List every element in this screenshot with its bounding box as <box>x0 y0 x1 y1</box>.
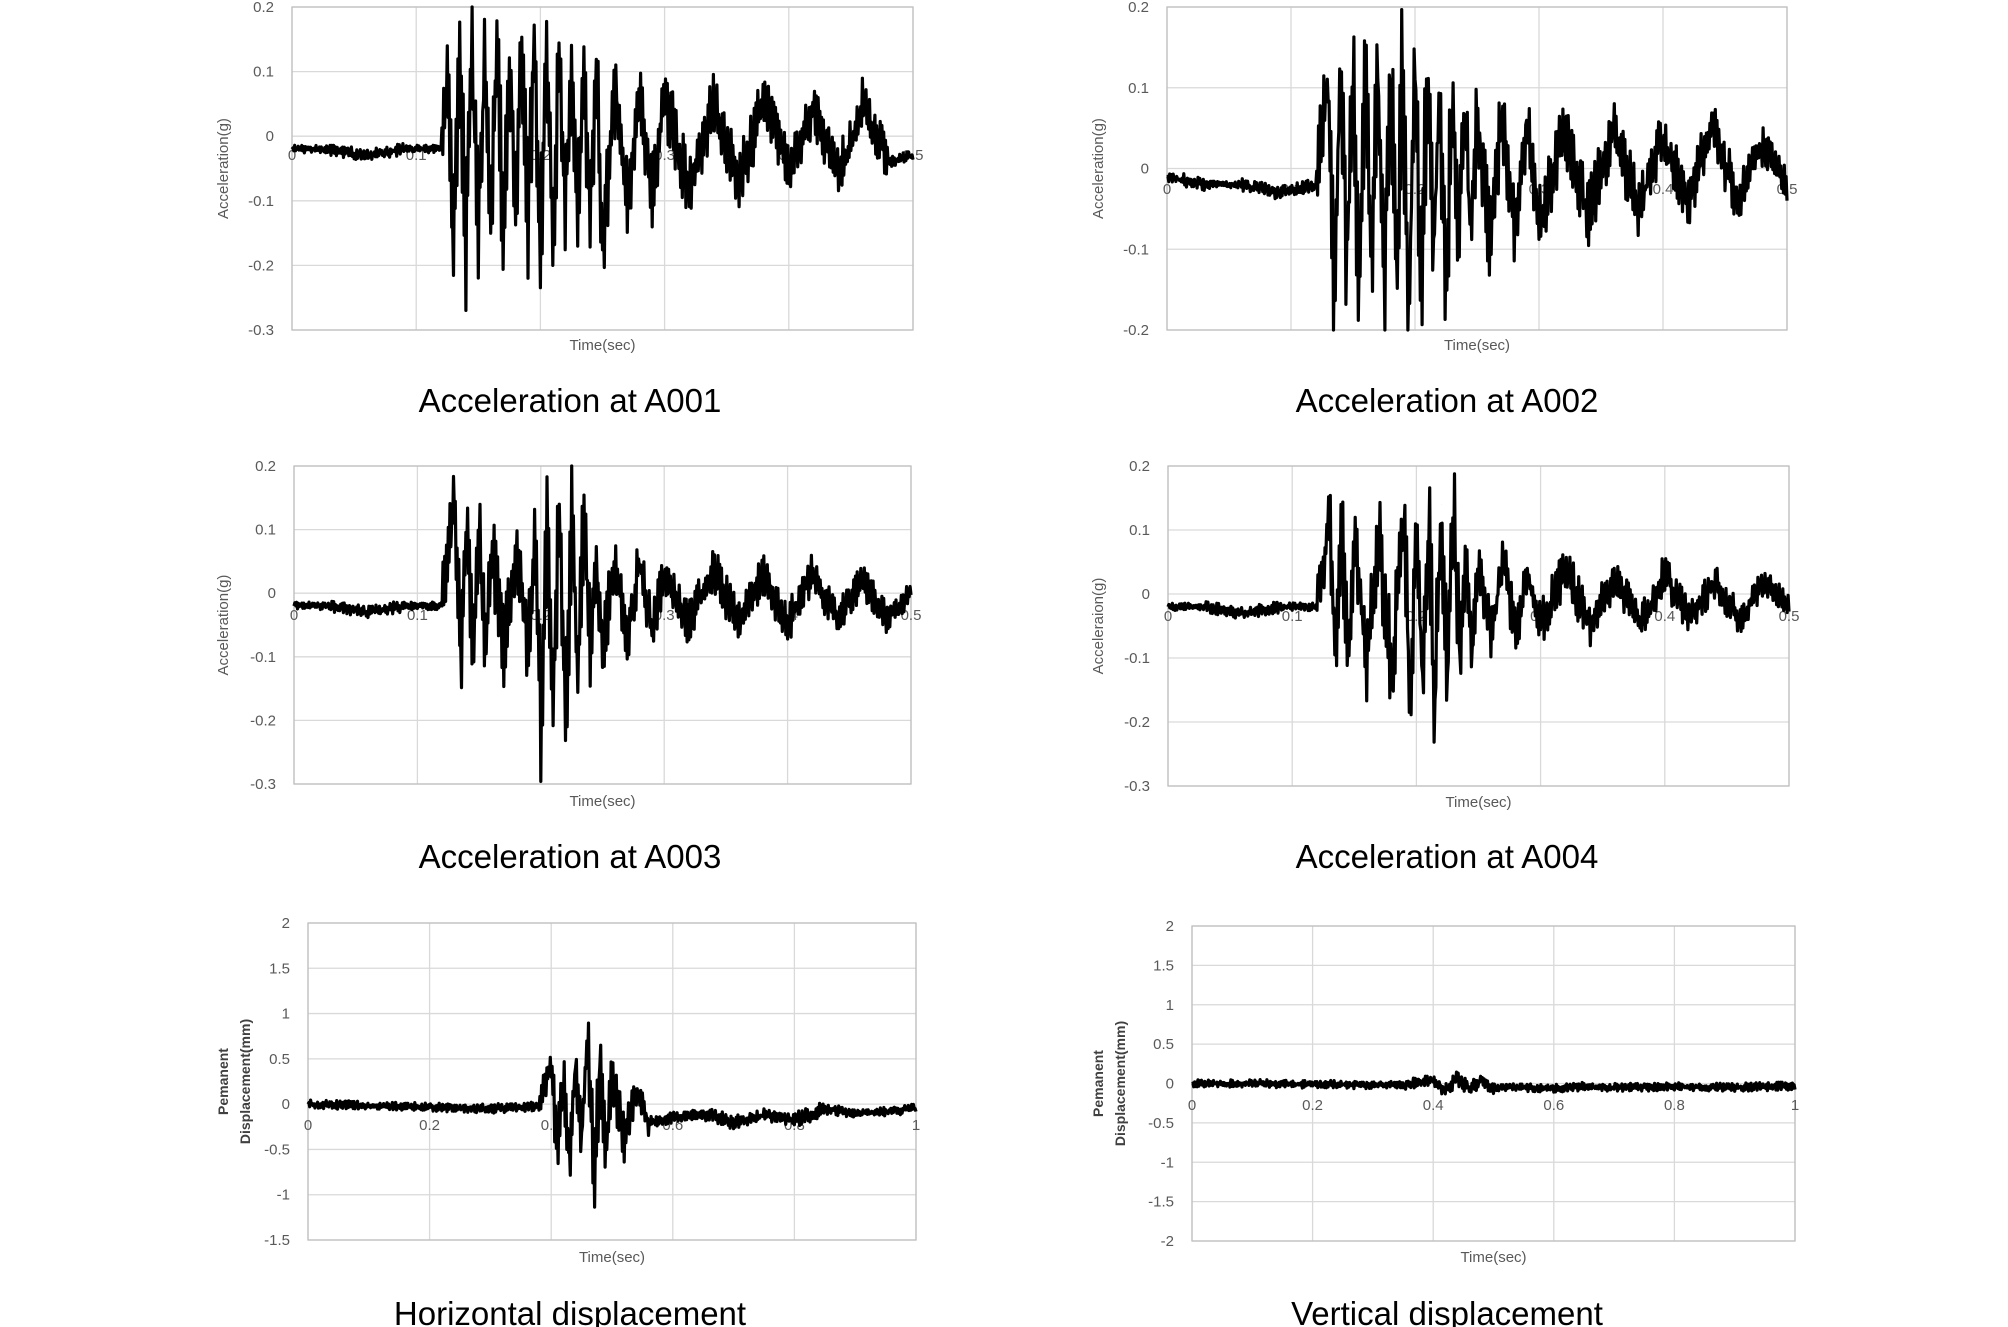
x-axis-title: Time(sec) <box>569 793 635 810</box>
x-tick-label: 0.2 <box>1406 608 1427 625</box>
x-tick-label: 0.2 <box>419 1117 440 1134</box>
y-tick-label: -0.3 <box>1124 778 1150 795</box>
y-tick-label: -0.2 <box>1123 322 1149 339</box>
y-tick-label: -0.3 <box>250 776 276 793</box>
plot-frame <box>293 465 912 785</box>
chart-panel-4: 0.20.10-0.1-0.2-0.30 0.1 0.2 0.3 0.4 0.5Time(… <box>1090 458 1799 875</box>
x-axis-title: Time(sec) <box>1460 1249 1526 1266</box>
chart-panel-1: 0.20.10-0.1-0.2-0.30 0.1 0.2 0.3 0.4 0.5Time(… <box>215 0 923 419</box>
chart-panel-2: 0.20.10-0.1-0.20 0.1 0.2 0.3 0.4 0.5Time(sec)… <box>1090 0 1797 419</box>
y-tick-label: 0.1 <box>1128 80 1149 97</box>
chart-caption: Acceleration at A002 <box>1296 382 1599 419</box>
y-tick-label: 0.1 <box>1129 522 1150 539</box>
chart-caption: Acceleration at A004 <box>1296 838 1599 875</box>
series-line <box>1166 8 1789 332</box>
x-tick-label: 0 <box>304 1117 312 1134</box>
x-tick-label: 0 <box>290 607 298 624</box>
chart-panel-3: 0.20.10-0.1-0.2-0.30 0.1 0.2 0.3 0.4 0.5Time(… <box>215 458 921 875</box>
series-line <box>1191 1070 1797 1096</box>
y-axis-title-line2: Displacement(mm) <box>237 1019 253 1144</box>
series-line <box>292 464 913 783</box>
y-axis-title-line1: Pemanent <box>1090 1050 1106 1117</box>
y-tick-label: 1 <box>282 1006 290 1023</box>
y-tick-label: 1 <box>1166 997 1174 1014</box>
x-tick-label: 0 <box>1188 1097 1196 1114</box>
plot-frame <box>1166 6 1788 331</box>
x-tick-label: 0.4 <box>1423 1097 1444 1114</box>
y-tick-label: 2 <box>1166 918 1174 935</box>
y-tick-label: 1.5 <box>1153 957 1174 974</box>
y-tick-label: 0 <box>1166 1076 1174 1093</box>
y-axis-title: Acceleration(g) <box>215 575 232 676</box>
y-axis-title: Acceleraion(g) <box>1090 578 1107 675</box>
y-tick-label: 0 <box>1141 161 1149 178</box>
chart-caption: Acceleration at A001 <box>419 382 722 419</box>
x-tick-label: 1 <box>912 1117 920 1134</box>
x-axis-title: Time(sec) <box>1445 794 1511 811</box>
x-tick-label: 0.8 <box>1664 1097 1685 1114</box>
plot-frame <box>1167 465 1790 787</box>
y-tick-label: -0.1 <box>248 193 274 210</box>
y-tick-label: 2 <box>282 915 290 932</box>
x-tick-label: 1 <box>1791 1097 1799 1114</box>
x-tick-label: 0 <box>288 147 296 164</box>
y-tick-label: 0 <box>282 1096 290 1113</box>
x-tick-label: 0.5 <box>901 607 922 624</box>
y-tick-label: 0.2 <box>1128 0 1149 16</box>
x-tick-label: 0.4 <box>1653 181 1674 198</box>
y-axis-title-line2: Displacement(mm) <box>1112 1021 1128 1146</box>
x-tick-label: 0.2 <box>1405 181 1426 198</box>
x-tick-label: 0.1 <box>407 607 428 624</box>
x-axis-title: Time(sec) <box>1444 337 1510 354</box>
plot-frame <box>307 922 917 1241</box>
x-tick-label: 0.1 <box>1282 608 1303 625</box>
y-tick-label: -0.5 <box>264 1141 290 1158</box>
y-tick-label: 0.5 <box>269 1051 290 1068</box>
y-tick-label: -1.5 <box>1148 1194 1174 1211</box>
y-tick-label: -0.1 <box>1123 241 1149 258</box>
x-tick-label: 0.5 <box>1779 608 1800 625</box>
y-tick-label: -1.5 <box>264 1232 290 1249</box>
series-line <box>1166 472 1791 744</box>
x-tick-label: 0.2 <box>1302 1097 1323 1114</box>
y-tick-label: -0.2 <box>1124 714 1150 731</box>
chart-panel-6: 2 1.5 1 0.5 0 -0.5 -1 -1.5 -2 0 0.2 0.4 0.6 0.8 1 Time(… <box>1090 918 1799 1327</box>
x-axis-title: Time(sec) <box>569 337 635 354</box>
y-axis-title: Acceleration(g) <box>215 118 232 219</box>
y-tick-label: 0 <box>266 128 274 145</box>
y-axis-title-line1: Pemanent <box>215 1048 231 1115</box>
y-tick-label: 0 <box>268 585 276 602</box>
y-tick-label: 0.2 <box>1129 458 1150 475</box>
y-tick-label: 0.2 <box>255 458 276 475</box>
y-tick-label: -1 <box>1161 1154 1174 1171</box>
y-tick-label: 0.1 <box>255 522 276 539</box>
chart-caption: Vertical displacement <box>1291 1295 1603 1327</box>
x-tick-label: 0.4 <box>1654 608 1675 625</box>
y-tick-label: -0.2 <box>248 257 274 274</box>
y-tick-label: -0.2 <box>250 712 276 729</box>
y-tick-label: -1 <box>277 1187 290 1204</box>
chart-caption: Acceleration at A003 <box>419 838 722 875</box>
y-tick-label: 0.1 <box>253 64 274 81</box>
plot-frame <box>291 6 914 331</box>
chart-panel-5: 21.510.50-0.5-1-1.50 0.2 0.4 0.6 0.8 1Time(se… <box>215 915 920 1327</box>
y-tick-label: 0 <box>1142 586 1150 603</box>
x-tick-label: 0 <box>1163 181 1171 198</box>
series-line <box>306 1021 918 1209</box>
x-tick-label: 0.6 <box>1543 1097 1564 1114</box>
y-tick-label: -0.1 <box>250 649 276 666</box>
y-tick-label: -2 <box>1161 1233 1174 1250</box>
y-tick-label: 0.2 <box>253 0 274 16</box>
x-axis-title: Time(sec) <box>579 1249 645 1266</box>
y-tick-label: -0.1 <box>1124 650 1150 667</box>
y-axis-title: Acceleration(g) <box>1090 118 1107 219</box>
y-tick-label: 0.5 <box>1153 1036 1174 1053</box>
y-tick-label: -0.3 <box>248 322 274 339</box>
y-tick-label: 1.5 <box>269 960 290 977</box>
chart-caption: Horizontal displacement <box>394 1295 746 1327</box>
series-line <box>290 5 915 312</box>
x-tick-label: 0 <box>1164 608 1172 625</box>
y-tick-label: -0.5 <box>1148 1115 1174 1132</box>
